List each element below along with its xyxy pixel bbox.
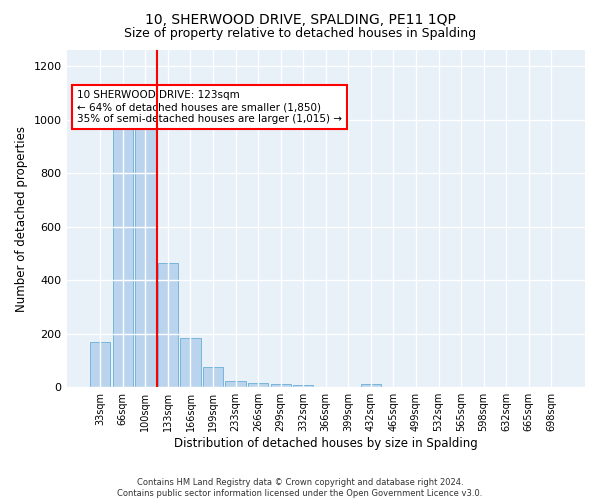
Bar bbox=[271, 384, 291, 387]
Bar bbox=[113, 128, 133, 387]
Bar bbox=[181, 338, 200, 387]
Bar bbox=[248, 382, 268, 387]
Bar bbox=[226, 382, 246, 387]
Bar bbox=[361, 384, 381, 387]
Text: Size of property relative to detached houses in Spalding: Size of property relative to detached ho… bbox=[124, 28, 476, 40]
Text: Contains HM Land Registry data © Crown copyright and database right 2024.
Contai: Contains HM Land Registry data © Crown c… bbox=[118, 478, 482, 498]
Y-axis label: Number of detached properties: Number of detached properties bbox=[15, 126, 28, 312]
Bar bbox=[293, 384, 313, 387]
Bar bbox=[90, 342, 110, 387]
Text: 10, SHERWOOD DRIVE, SPALDING, PE11 1QP: 10, SHERWOOD DRIVE, SPALDING, PE11 1QP bbox=[145, 12, 455, 26]
Bar bbox=[135, 120, 155, 387]
Text: 10 SHERWOOD DRIVE: 123sqm
← 64% of detached houses are smaller (1,850)
35% of se: 10 SHERWOOD DRIVE: 123sqm ← 64% of detac… bbox=[77, 90, 342, 124]
X-axis label: Distribution of detached houses by size in Spalding: Distribution of detached houses by size … bbox=[174, 437, 478, 450]
Bar bbox=[158, 263, 178, 387]
Bar bbox=[203, 367, 223, 387]
